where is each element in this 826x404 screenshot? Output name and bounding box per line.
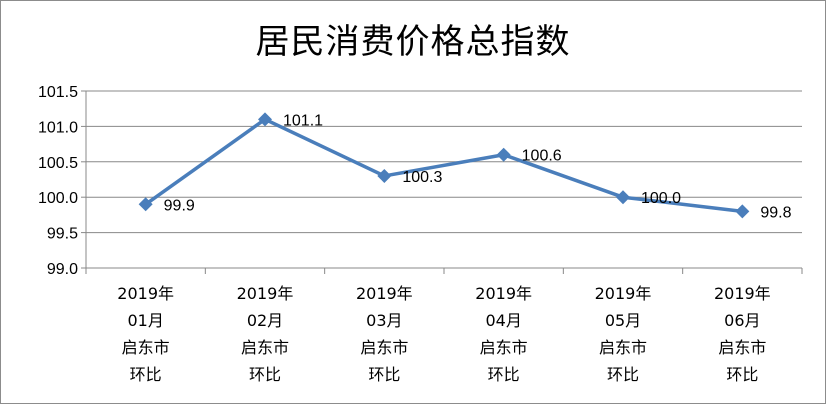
data-point-marker bbox=[138, 197, 153, 212]
data-labels: 99.9 101.1 100.3 100.6 100.0 99.8 bbox=[164, 112, 792, 221]
axes bbox=[81, 90, 803, 274]
x-category-label: 2019年 03月启东市环比 bbox=[356, 284, 413, 384]
data-label: 100.6 bbox=[522, 148, 562, 165]
gridlines bbox=[86, 90, 802, 269]
data-point-marker bbox=[616, 190, 630, 205]
x-category-label: 2019年 05月启东市环比 bbox=[595, 284, 652, 384]
x-category-label: 2019年 02月启东市环比 bbox=[237, 284, 294, 384]
y-tick-label: 101.0 bbox=[38, 119, 78, 136]
data-label: 101.1 bbox=[283, 112, 323, 129]
y-tick-label: 101.5 bbox=[38, 84, 78, 101]
y-tick-label: 100.5 bbox=[38, 155, 78, 172]
x-category-label: 2019年 06月启东市环比 bbox=[714, 284, 771, 384]
series-line bbox=[144, 117, 743, 214]
x-category-labels: 2019年 01月启东市环比 2019年 02月启东市环比 2019年 03月启东市环比 2… bbox=[117, 284, 770, 384]
x-category-label: 2019年 04月启东市环比 bbox=[475, 284, 532, 384]
data-point-marker bbox=[258, 112, 272, 127]
data-label: 99.8 bbox=[760, 204, 791, 221]
chart-title: 居民消费价格总指数 bbox=[255, 22, 571, 62]
data-label: 100.3 bbox=[402, 169, 442, 186]
data-point-marker bbox=[377, 168, 392, 183]
data-label: 99.9 bbox=[164, 197, 195, 214]
x-category-label: 2019年 01月启东市环比 bbox=[117, 284, 174, 384]
data-label: 100.0 bbox=[641, 190, 681, 207]
y-tick-label: 99.5 bbox=[47, 226, 78, 243]
data-point-marker bbox=[496, 147, 511, 162]
y-tick-label: 100.0 bbox=[38, 190, 78, 207]
series bbox=[138, 112, 750, 219]
data-point-marker bbox=[735, 204, 750, 219]
y-tick-label: 99.0 bbox=[47, 261, 78, 278]
y-tick-labels: 99.0 99.5 100.0 100.5 101.0 101.5 bbox=[38, 84, 78, 278]
